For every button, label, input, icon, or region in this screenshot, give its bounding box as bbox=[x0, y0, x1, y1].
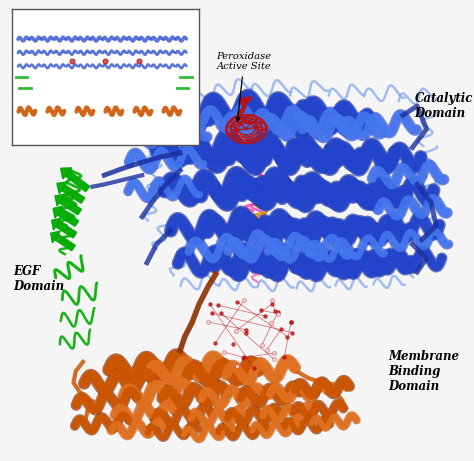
Point bbox=[206, 300, 213, 307]
Polygon shape bbox=[55, 234, 75, 251]
Point bbox=[274, 310, 282, 317]
Point bbox=[239, 95, 247, 103]
Polygon shape bbox=[53, 206, 63, 218]
Point bbox=[263, 346, 270, 354]
Point bbox=[233, 362, 241, 370]
Point bbox=[258, 341, 265, 349]
Polygon shape bbox=[52, 218, 62, 230]
Point bbox=[245, 94, 253, 101]
Point bbox=[238, 106, 246, 113]
Point bbox=[237, 99, 245, 106]
Point bbox=[287, 319, 295, 326]
Point bbox=[242, 329, 250, 336]
Polygon shape bbox=[62, 185, 85, 203]
Point bbox=[204, 318, 211, 325]
Point bbox=[218, 310, 225, 317]
Point bbox=[267, 319, 275, 326]
Point bbox=[270, 349, 277, 357]
Text: Catalytic
Domain: Catalytic Domain bbox=[415, 92, 473, 120]
Point bbox=[239, 355, 247, 362]
Point bbox=[214, 301, 221, 309]
Point bbox=[233, 362, 241, 370]
Point bbox=[263, 346, 270, 354]
Point bbox=[232, 327, 239, 334]
Point bbox=[241, 296, 248, 303]
Point bbox=[136, 57, 143, 65]
Point bbox=[262, 313, 269, 320]
Point bbox=[204, 318, 211, 325]
Point bbox=[271, 307, 278, 314]
Point bbox=[281, 354, 288, 361]
Point bbox=[242, 326, 250, 333]
Point bbox=[269, 296, 276, 303]
Text: EGF
Domain: EGF Domain bbox=[13, 265, 64, 293]
Polygon shape bbox=[57, 209, 79, 226]
Point bbox=[274, 310, 282, 317]
Polygon shape bbox=[55, 194, 65, 206]
Point bbox=[241, 296, 248, 303]
Point bbox=[270, 355, 278, 363]
Point bbox=[211, 339, 219, 347]
Point bbox=[240, 354, 247, 361]
Point bbox=[220, 349, 228, 356]
Point bbox=[269, 296, 276, 303]
Point bbox=[258, 341, 265, 349]
Point bbox=[236, 109, 243, 117]
Point bbox=[232, 327, 239, 334]
Point bbox=[209, 309, 216, 317]
Polygon shape bbox=[55, 221, 77, 238]
Point bbox=[277, 325, 285, 333]
Point bbox=[283, 333, 291, 340]
Point bbox=[229, 340, 237, 347]
Point bbox=[220, 349, 228, 356]
Point bbox=[101, 57, 109, 65]
Point bbox=[288, 329, 295, 336]
Text: Peroxidase
Active Site: Peroxidase Active Site bbox=[217, 52, 272, 121]
Point bbox=[233, 298, 241, 306]
Point bbox=[267, 319, 275, 326]
Point bbox=[270, 355, 278, 363]
Polygon shape bbox=[59, 197, 82, 215]
Point bbox=[243, 98, 250, 105]
Point bbox=[250, 365, 257, 372]
Point bbox=[287, 318, 295, 325]
Polygon shape bbox=[51, 231, 61, 243]
Polygon shape bbox=[57, 182, 67, 194]
Point bbox=[240, 102, 248, 110]
Point bbox=[270, 349, 277, 357]
Point bbox=[268, 300, 276, 307]
Polygon shape bbox=[61, 168, 72, 179]
Point bbox=[274, 308, 282, 316]
Point bbox=[257, 307, 264, 314]
Point bbox=[68, 57, 75, 65]
Polygon shape bbox=[65, 171, 90, 191]
Text: Membrane
Binding
Domain: Membrane Binding Domain bbox=[389, 349, 460, 393]
